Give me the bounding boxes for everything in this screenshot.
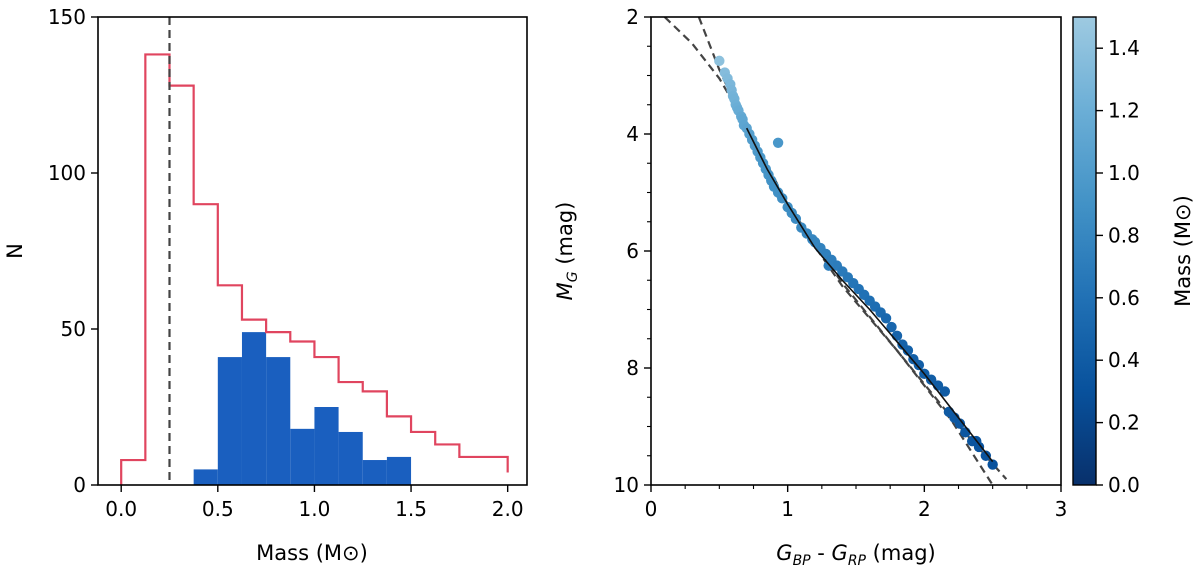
colorbar-tick-label: 0.0 — [1108, 473, 1140, 497]
colorbar: 0.0 0.2 0.4 0.6 0.8 1.0 1.2 1.4 Mass (M⊙) — [1072, 16, 1195, 497]
hist-bar-filled — [314, 407, 339, 485]
scatter-point — [772, 137, 784, 148]
histogram-axes-frame — [97, 16, 528, 486]
colorbar-tick-label: 0.2 — [1108, 411, 1140, 435]
x-tick-label: 0 — [645, 497, 658, 521]
histogram-x-ticks: 0.0 0.5 1.0 1.5 2.0 — [105, 485, 524, 521]
scatter-point — [913, 359, 925, 371]
y-tick-label: 50 — [61, 317, 86, 341]
scatter-point — [902, 345, 914, 356]
hist-bar-filled — [266, 357, 291, 485]
hist-bar-filled — [362, 460, 387, 485]
scatter-x-label: GBP - GRP (mag) — [776, 541, 935, 569]
y-tick-label: 100 — [48, 161, 86, 185]
x-tick-label: 0.0 — [105, 497, 137, 521]
hist-bar-filled — [217, 357, 242, 485]
x-tick-label: 2 — [918, 497, 931, 521]
x-tick-label: 3 — [1055, 497, 1068, 521]
histogram-y-label: N — [3, 243, 27, 259]
colorbar-ticks: 0.0 0.2 0.4 0.6 0.8 1.0 1.2 1.4 — [1096, 36, 1140, 497]
fit-curve — [745, 127, 994, 463]
colorbar-tick-label: 1.0 — [1108, 161, 1140, 185]
colorbar-label: Mass (M⊙) — [1171, 195, 1195, 307]
scatter-panel: 0 1 2 3 2 4 6 8 10 GBP - GRP (mag) MG (mag) — [553, 5, 1067, 569]
y-tick-label: 4 — [626, 122, 639, 146]
scatter-point — [891, 330, 903, 342]
hist-bar-filled — [193, 469, 218, 485]
scatter-point — [880, 313, 892, 324]
y-tick-label: 150 — [48, 5, 86, 29]
scatter-point — [987, 459, 998, 470]
scatter-point — [886, 321, 897, 333]
y-tick-label: 0 — [73, 473, 86, 497]
colorbar-tick-label: 0.6 — [1108, 286, 1140, 310]
step-histogram — [120, 53, 509, 485]
scatter-y-ticks: 2 4 6 8 10 — [614, 5, 651, 497]
scatter-x-ticks: 0 1 2 3 — [645, 485, 1068, 521]
histogram-y-ticks: 0 50 100 150 — [48, 5, 98, 497]
scatter-point — [714, 55, 725, 67]
x-tick-label: 1.0 — [299, 497, 331, 521]
scatter-points — [714, 55, 998, 470]
hist-bar-filled — [386, 456, 412, 485]
scatter-point — [954, 418, 966, 429]
dashed-isochrone-1 — [663, 17, 1008, 480]
x-tick-label: 0.5 — [202, 497, 234, 521]
colorbar-tick-label: 0.8 — [1108, 223, 1140, 247]
colorbar-tick-label: 1.4 — [1108, 36, 1140, 60]
y-tick-label: 10 — [614, 473, 639, 497]
histogram-x-label: Mass (M⊙) — [256, 541, 368, 565]
scatter-point — [980, 450, 992, 461]
colorbar-tick-label: 0.4 — [1108, 348, 1140, 372]
scatter-point — [939, 386, 951, 397]
y-tick-label: 6 — [626, 239, 639, 263]
colorbar-tick-label: 1.2 — [1108, 99, 1140, 123]
y-tick-label: 8 — [626, 356, 639, 380]
filled-histogram — [193, 332, 412, 485]
hist-bar-filled — [290, 428, 315, 485]
hist-bar-filled — [338, 431, 363, 485]
hist-bar-filled — [241, 332, 267, 485]
scatter-y-label: MG (mag) — [553, 202, 581, 301]
x-tick-label: 1 — [781, 497, 794, 521]
x-tick-label: 1.5 — [395, 497, 427, 521]
scatter-point — [777, 193, 788, 204]
x-tick-label: 2.0 — [492, 497, 524, 521]
colorbar-gradient — [1072, 16, 1097, 486]
histogram-panel: 0.0 0.5 1.0 1.5 2.0 0 50 100 150 Mass (M⊙) N — [3, 5, 528, 565]
scatter-point — [925, 374, 937, 385]
y-tick-label: 2 — [626, 5, 639, 29]
scatter-axes-frame — [650, 16, 1062, 486]
